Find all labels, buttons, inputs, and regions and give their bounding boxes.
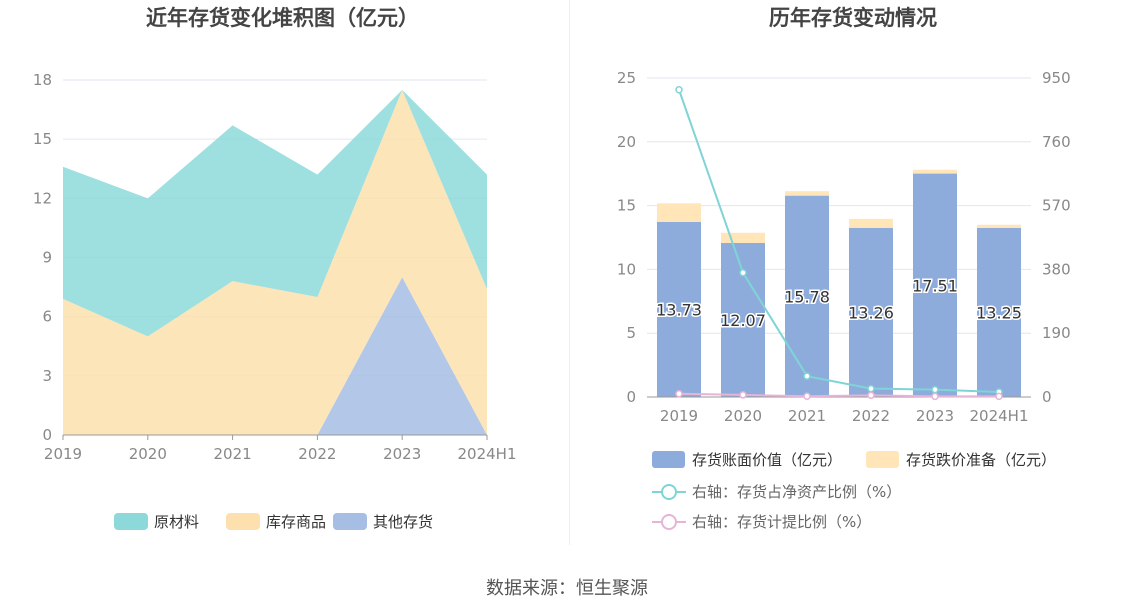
- bar-impairment: [785, 191, 829, 196]
- bar-data-label: 15.78: [784, 287, 830, 306]
- y-tick-label: 0: [42, 426, 52, 444]
- legend-label: 右轴：存货占净资产比例（%）: [692, 483, 901, 501]
- bar-impairment: [721, 232, 765, 243]
- data-source-note: 数据来源：恒生聚源: [486, 578, 648, 599]
- x-tick-label: 2020: [724, 407, 762, 425]
- y-tick-label: 18: [33, 71, 52, 89]
- bar-data-label: 12.07: [720, 311, 766, 330]
- y2-tick-label: 570: [1042, 197, 1071, 215]
- x-tick-label: 2021: [788, 407, 826, 425]
- line-point: [931, 392, 939, 401]
- y2-tick-label: 0: [1042, 388, 1052, 406]
- x-tick-label: 2024H1: [970, 407, 1029, 425]
- area-raw-materials: [63, 89, 487, 337]
- line-point: [995, 392, 1003, 401]
- line-net-asset-ratio: [678, 89, 1000, 393]
- line-point: [803, 372, 811, 380]
- y-tick-label: 5: [626, 324, 636, 342]
- area-other-inventory: [63, 277, 487, 435]
- line-point: [931, 385, 939, 394]
- x-tick-label: 2023: [916, 407, 954, 425]
- y-tick-label: 3: [42, 367, 52, 385]
- y-tick-label: 12: [33, 189, 52, 207]
- y-tick-label: 0: [626, 388, 636, 406]
- legend-label: 存货账面价值（亿元）: [692, 451, 842, 469]
- bar-book-value: [977, 227, 1021, 397]
- y-tick-label: 20: [617, 133, 636, 151]
- y2-tick-label: 760: [1042, 133, 1071, 151]
- bar-book-value: [721, 242, 765, 397]
- line-point: [675, 390, 683, 398]
- bar-impairment: [913, 169, 957, 174]
- y-tick-label: 15: [617, 197, 636, 215]
- y-tick-label: 9: [42, 249, 52, 267]
- y-tick-label: 25: [617, 69, 636, 87]
- x-tick-label: 2019: [660, 407, 698, 425]
- bar-impairment: [977, 224, 1021, 228]
- legend-marker: [661, 514, 677, 530]
- bar-impairment: [657, 203, 701, 222]
- bar-impairment: [849, 218, 893, 228]
- bar-book-value: [913, 173, 957, 397]
- y2-tick-label: 380: [1042, 260, 1071, 278]
- line-point: [867, 391, 875, 400]
- x-tick-label: 2019: [44, 445, 82, 463]
- x-tick-label: 2022: [298, 445, 336, 463]
- x-tick-label: 2022: [852, 407, 890, 425]
- line-point: [803, 392, 811, 401]
- bar-data-label: 13.26: [848, 303, 894, 322]
- line-point: [867, 384, 875, 393]
- y2-tick-label: 190: [1042, 324, 1071, 342]
- bar-data-label: 13.73: [656, 300, 702, 319]
- legend-label: 其他存货: [373, 513, 433, 531]
- line-provision-ratio: [678, 392, 1000, 398]
- right-chart-title: 历年存货变动情况: [769, 6, 937, 30]
- line-point: [739, 391, 747, 399]
- area-finished-goods: [63, 89, 487, 435]
- legend-swatch: [114, 513, 148, 530]
- legend-label: 库存商品: [266, 513, 326, 531]
- chart-divider: [569, 0, 570, 545]
- x-tick-label: 2020: [129, 445, 167, 463]
- bar-book-value: [785, 195, 829, 397]
- bar-line-combo-chart: 0 0 5 190 10 380 15 570 20 760 25 950 13.73 12.07 15.7…: [617, 69, 1071, 531]
- bar-data-label: 13.25: [976, 303, 1022, 322]
- bar-data-label: 17.51: [912, 276, 958, 295]
- x-tick-label: 2023: [383, 445, 421, 463]
- legend-swatch: [652, 451, 685, 468]
- y-tick-label: 6: [42, 308, 52, 326]
- legend-swatch: [866, 451, 899, 468]
- legend-label: 右轴：存货计提比例（%）: [692, 513, 871, 531]
- legend-marker: [661, 484, 677, 500]
- y-tick-label: 15: [33, 130, 52, 148]
- line-point: [675, 86, 683, 94]
- bar-book-value: [657, 221, 701, 397]
- y2-tick-label: 950: [1042, 69, 1071, 87]
- left-chart-title: 近年存货变化堆积图（亿元）: [146, 6, 419, 30]
- line-point: [739, 269, 747, 277]
- legend-swatch: [333, 513, 367, 530]
- legend-label: 原材料: [154, 513, 199, 531]
- legend-label: 存货跌价准备（亿元）: [906, 451, 1056, 469]
- bar-book-value: [849, 227, 893, 397]
- x-tick-label: 2021: [214, 445, 252, 463]
- legend-swatch: [226, 513, 260, 530]
- y-tick-label: 10: [617, 260, 636, 278]
- x-tick-label: 2024H1: [458, 445, 517, 463]
- stacked-area-chart: 0 3 6 9 12 15 18 2019 2020 2021 2022 2023 2024H1 原材料 库…: [33, 71, 517, 531]
